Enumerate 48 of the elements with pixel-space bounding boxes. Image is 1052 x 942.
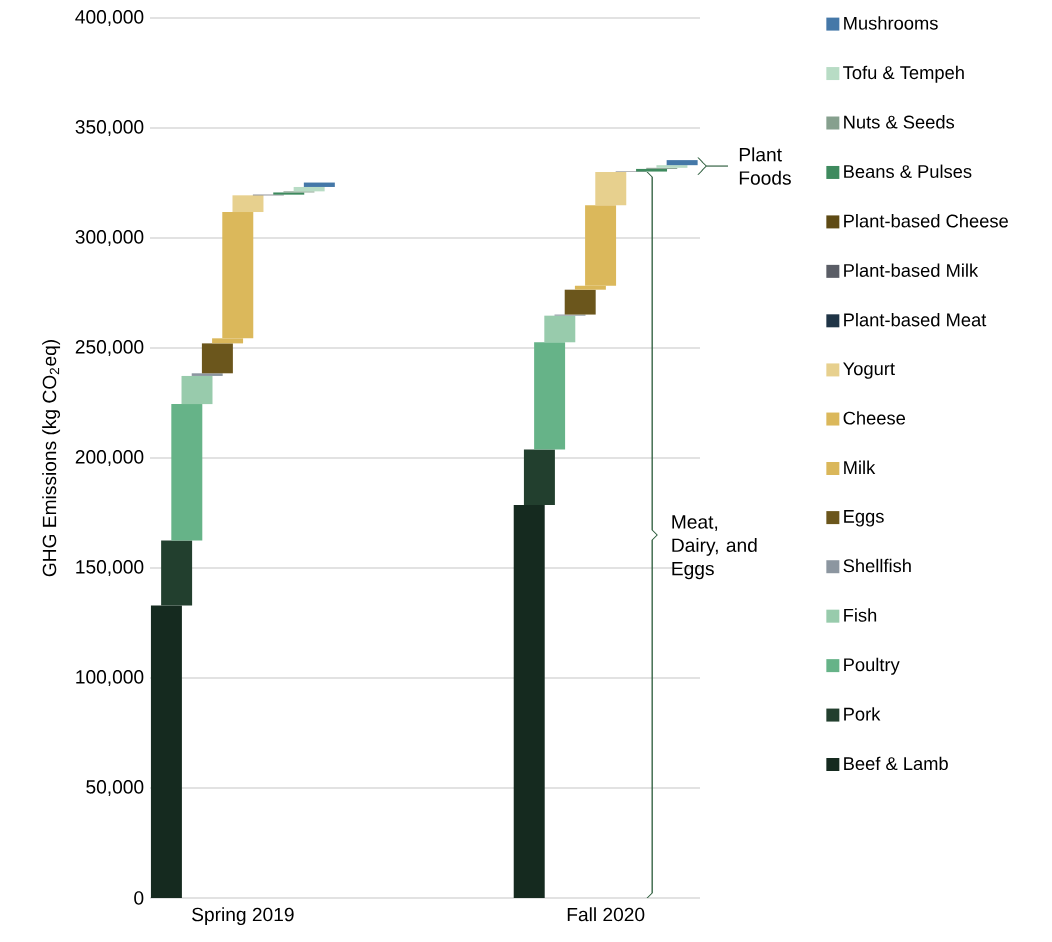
y-tick-label: 150,000 [76, 560, 144, 576]
legend-label: Yogurt [843, 362, 895, 379]
legend-label: Milk [844, 460, 876, 474]
bar [273, 192, 305, 195]
y-axis-title: GHG Emissions (kg CO$_{2}$eq) [42, 340, 61, 577]
legend-label: Pork [844, 707, 881, 721]
bar [201, 343, 233, 374]
bar [161, 540, 193, 606]
y-tick-label: 250,000 [75, 340, 144, 356]
legend-label: Cheese [843, 411, 906, 425]
y-tick-label: 350,000 [75, 120, 144, 136]
bar [191, 373, 223, 376]
y-tick-label: 100,000 [76, 670, 144, 686]
legend-label: Fish [844, 608, 877, 622]
legend-label: Shellfish [843, 558, 911, 573]
y-tick-label: 200,000 [75, 450, 144, 466]
legend-label: Beef & Lamb [844, 756, 948, 771]
legend-label: Poultry [844, 657, 900, 675]
legend-label: Nuts & Seeds [844, 115, 955, 129]
legend-label: Tofu & Tempeh [843, 65, 964, 83]
bar [564, 289, 596, 315]
legend-label: Plant-based Milk [844, 263, 979, 277]
x-tick-label: Fall 2020 [567, 907, 645, 922]
bar [595, 172, 627, 206]
bar [293, 186, 325, 192]
bar [534, 342, 566, 450]
annotation: Meat, Dairy, and Eggs [672, 515, 757, 580]
y-tick-label: 50,000 [86, 780, 144, 796]
legend-label: Beans & Pulses [844, 164, 972, 179]
bar [181, 375, 213, 405]
y-tick-label: 400,000 [75, 10, 144, 26]
legend-label: Eggs [844, 510, 884, 527]
bar [544, 315, 576, 343]
y-tick-label: 0 [134, 891, 144, 905]
bar [636, 168, 668, 172]
bar [513, 505, 545, 898]
legend-label: Mushrooms [844, 16, 938, 30]
x-tick-label: Spring 2019 [192, 907, 294, 926]
bar [150, 605, 182, 898]
legend-label: Plant-based Meat [844, 312, 987, 327]
text: Plant Foods [739, 147, 791, 185]
legend-label: Plant-based Cheese [844, 214, 1008, 228]
bar [171, 404, 203, 541]
bar [523, 449, 555, 506]
bar [656, 165, 688, 168]
bar [232, 195, 264, 213]
bar [303, 182, 335, 187]
y-tick-label: 300,000 [75, 230, 144, 246]
